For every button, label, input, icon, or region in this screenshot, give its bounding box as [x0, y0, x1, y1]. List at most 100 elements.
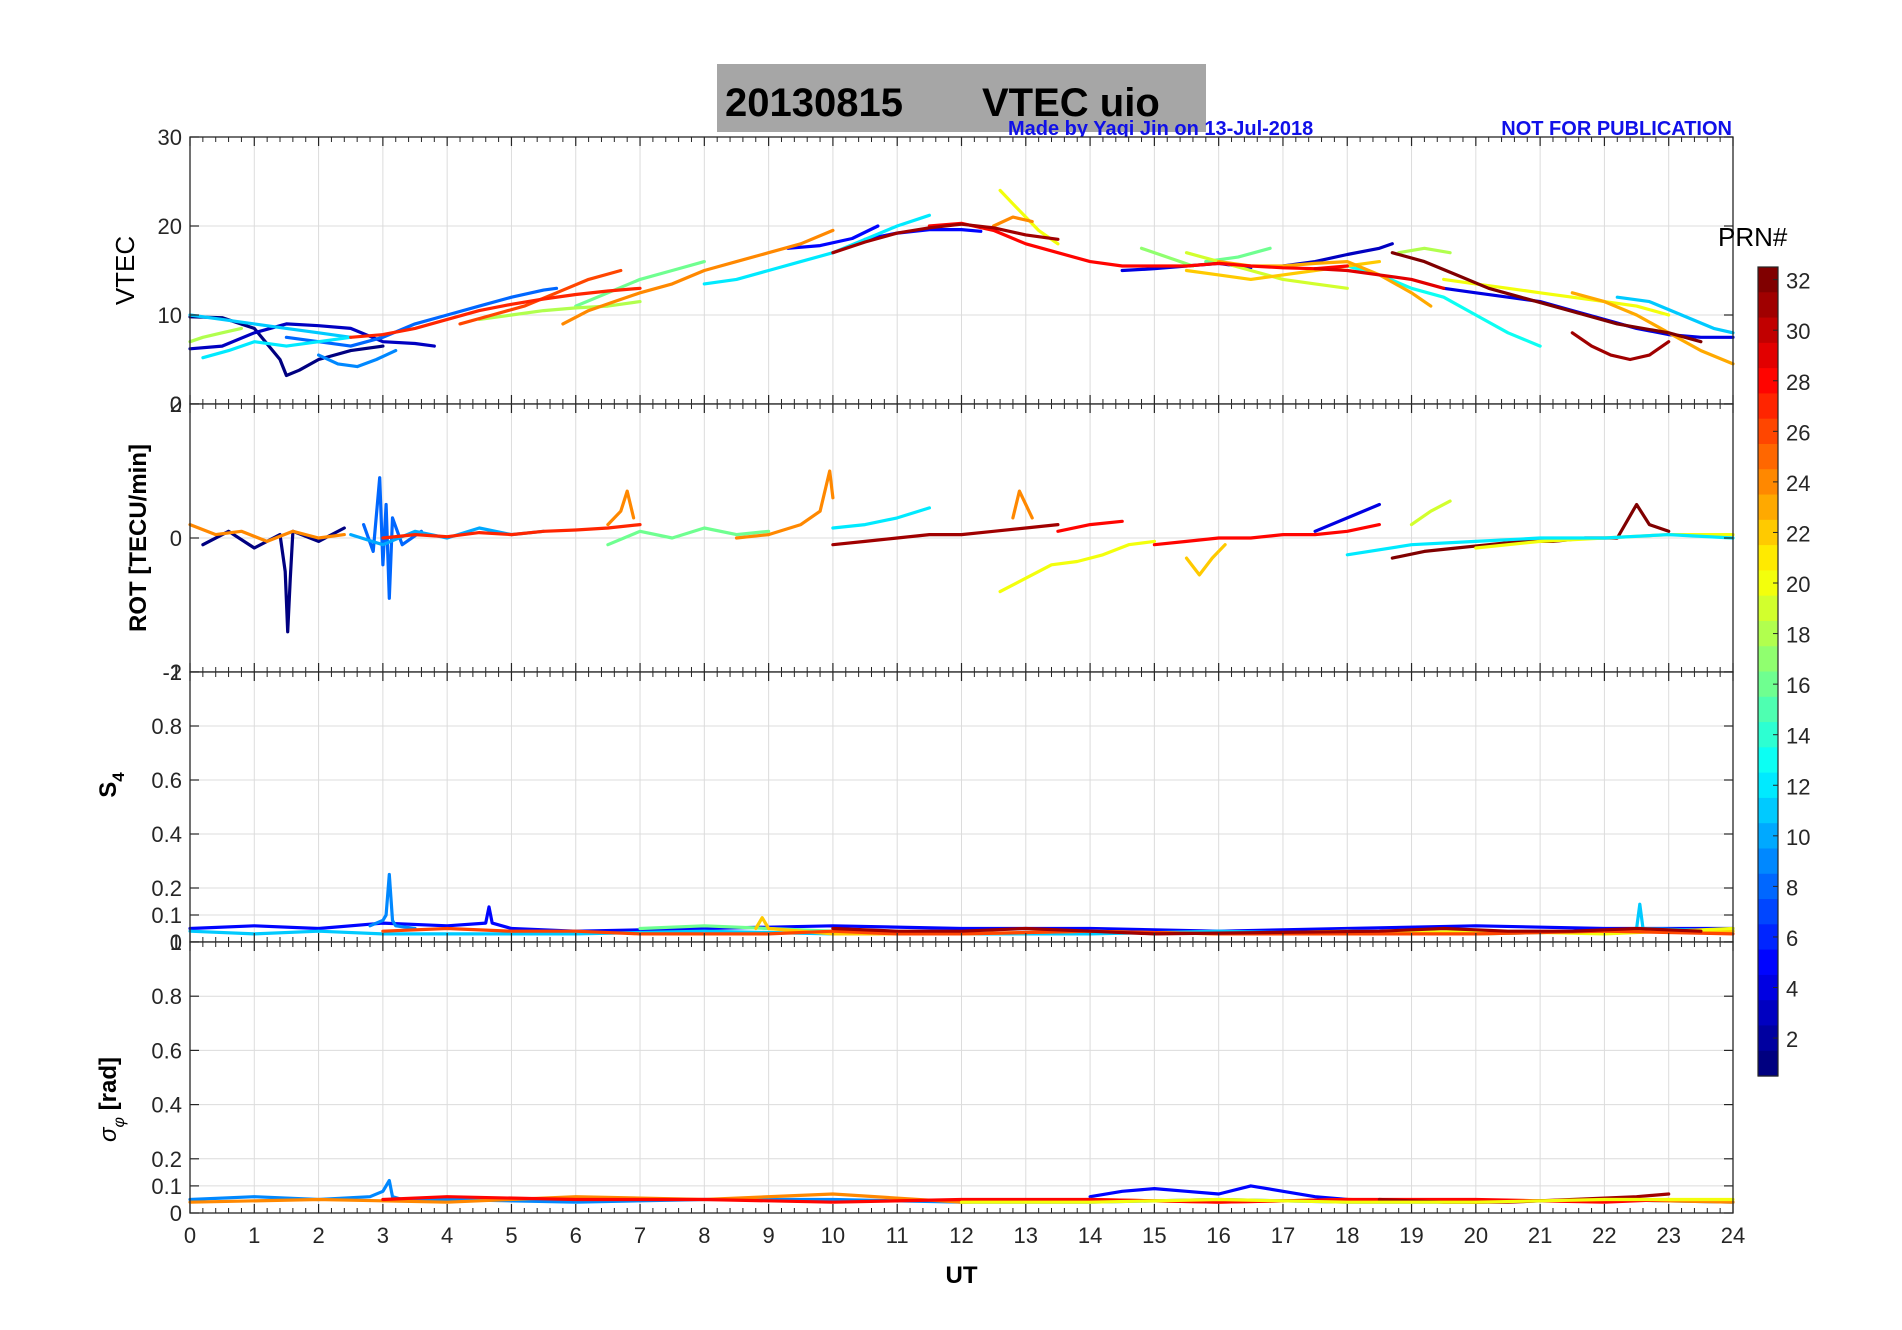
title-text: VTEC uio	[982, 81, 1160, 125]
series-line-prn-12	[702, 213, 932, 286]
x-tick-label: 7	[634, 1223, 646, 1248]
colorbar-segment	[1758, 873, 1778, 900]
credit-notice: NOT FOR PUBLICATION	[1501, 118, 1732, 140]
colorbar-tick-label: 30	[1786, 319, 1810, 344]
colorbar-segment	[1758, 772, 1778, 799]
x-axis-label: UT	[946, 1262, 978, 1289]
title-box	[717, 64, 1206, 132]
series-line-prn-1	[201, 526, 346, 634]
colorbar-tick-label: 6	[1786, 926, 1798, 951]
series-line-prn-18	[477, 300, 642, 321]
colorbar-segment	[1758, 899, 1778, 925]
colorbar-tick-label: 12	[1786, 774, 1810, 799]
series-line-prn-5	[786, 224, 880, 250]
x-tick-label: 0	[184, 1223, 196, 1248]
colorbar-segment	[1758, 620, 1778, 647]
series-line-prn-9	[317, 349, 398, 369]
series-line-prn-12	[201, 335, 353, 360]
colorbar-segment	[1758, 949, 1778, 976]
colorbar-tick-label: 16	[1786, 673, 1810, 698]
y-axis-label: ROT [TECU/min]	[125, 444, 152, 632]
series-line-prn-23	[1570, 291, 1735, 366]
colorbar-segment	[1758, 469, 1778, 496]
colorbar-tick-label: 10	[1786, 825, 1810, 850]
series-line-prn-31	[831, 222, 1060, 255]
y-tick-label: 20	[158, 214, 182, 239]
series-line-prn-19	[1184, 251, 1349, 290]
series-line-prn-20	[998, 188, 1060, 246]
x-tick-label: 9	[763, 1223, 775, 1248]
x-tick-label: 23	[1656, 1223, 1680, 1248]
colorbar-tick-label: 24	[1786, 471, 1810, 496]
panel-s4: 00.10.2 0.4 0.6 0.8 1 S4	[95, 660, 1735, 955]
x-tick-label: 19	[1399, 1223, 1423, 1248]
series-line-prn-19	[1409, 499, 1452, 527]
colorbar-segment	[1758, 342, 1778, 369]
series-line-prn-18	[1397, 246, 1452, 255]
colorbar-segment	[1758, 646, 1778, 673]
colorbar-frame	[1757, 266, 1779, 1077]
x-tick-label: 24	[1721, 1223, 1745, 1248]
colorbar-segment	[1758, 317, 1778, 344]
series-line-prn-24	[991, 215, 1034, 228]
y-tick-label: 0.2	[151, 876, 182, 901]
series-line-prn-28	[1152, 522, 1382, 547]
series-line-prn-11	[1615, 295, 1735, 335]
y-tick-label: -2	[162, 660, 182, 685]
y-tick-label: 0.1	[151, 1174, 182, 1199]
y-tick-label: 0	[170, 392, 182, 417]
series-line-prn-20	[959, 1197, 1735, 1204]
x-tick-label: 10	[821, 1223, 845, 1248]
colorbar-segment	[1758, 1025, 1778, 1052]
y-tick-label: 0.2	[151, 1147, 182, 1172]
x-tick-label: 18	[1335, 1223, 1359, 1248]
x-tick-label: 14	[1078, 1223, 1102, 1248]
colorbar-segment	[1758, 1000, 1778, 1027]
series-line-prn-9	[368, 872, 417, 931]
colorbar-segment	[1758, 974, 1778, 1001]
colorbar-tick-label: 26	[1786, 420, 1810, 445]
colorbar-segment	[1758, 671, 1778, 698]
colorbar-tick-label: 14	[1786, 724, 1810, 749]
colorbar-segment	[1758, 1050, 1778, 1077]
series-line-prn-24	[188, 522, 346, 544]
colorbar-segment	[1758, 696, 1778, 723]
colorbar-segment	[1758, 545, 1778, 571]
series-group	[188, 872, 1735, 936]
x-tick-label: 8	[698, 1223, 710, 1248]
y-tick-label: 0	[170, 1201, 182, 1226]
colorbar-segment	[1758, 747, 1778, 774]
colorbar-segment	[1758, 519, 1778, 546]
series-line-prn-28	[1056, 519, 1124, 533]
y-tick-label: 10	[158, 303, 182, 328]
series-line-prn-24	[561, 228, 835, 326]
series-line-prn-16	[574, 260, 706, 308]
colorbar-segment	[1758, 368, 1778, 395]
series-line-prn-20	[998, 539, 1157, 594]
y-tick-label: 0.6	[151, 1038, 182, 1063]
y-tick-label: 0.4	[151, 1093, 182, 1118]
title-date: 20130815	[725, 81, 903, 125]
x-tick-label: 21	[1528, 1223, 1552, 1248]
y-tick-label: 0.6	[151, 768, 182, 793]
y-axis-label: S4	[95, 772, 128, 798]
y-tick-label: 1	[170, 930, 182, 955]
colorbar-tick-label: 28	[1786, 370, 1810, 395]
series-line-prn-8	[284, 286, 559, 348]
series-line-prn-18	[188, 326, 243, 344]
colorbar-tick-label: 18	[1786, 623, 1810, 648]
x-tick-label: 17	[1271, 1223, 1295, 1248]
colorbar-segment	[1758, 418, 1778, 445]
colorbar-tick-label: 4	[1786, 977, 1798, 1002]
series-line-prn-31	[1570, 331, 1671, 362]
series-line-prn-24	[734, 469, 835, 540]
y-tick-label: 2	[170, 392, 182, 417]
series-line-prn-12	[831, 506, 932, 530]
y-tick-label: 0.4	[151, 822, 182, 847]
credit-made-by: Made by Yaqi Jin on 13-Jul-2018	[1008, 118, 1313, 140]
series-line-prn-16	[606, 526, 771, 547]
x-tick-label: 5	[505, 1223, 517, 1248]
